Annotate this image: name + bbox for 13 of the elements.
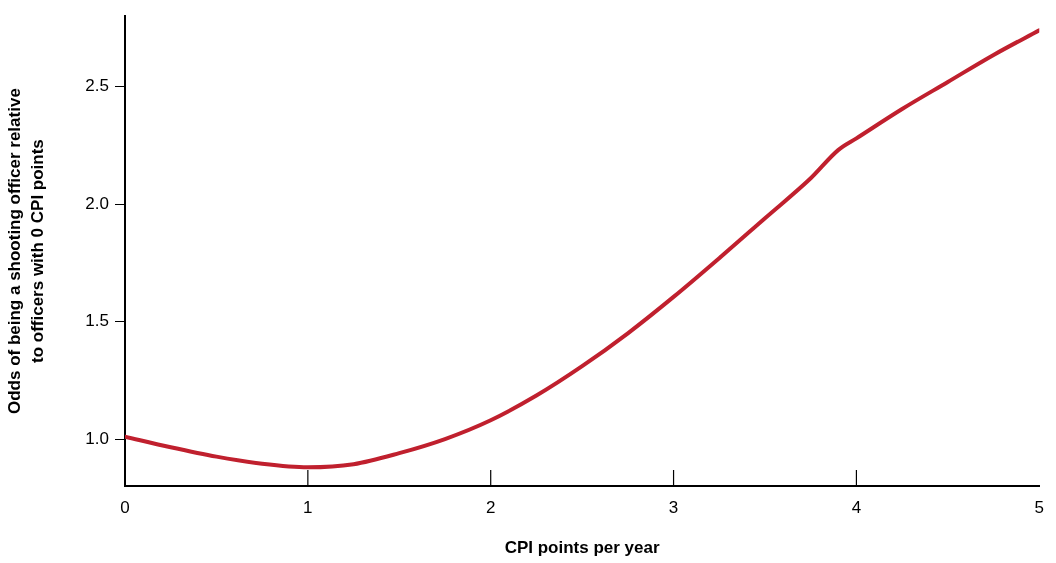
- x-tick-label: 2: [485, 497, 496, 517]
- line-series: [125, 28, 1040, 470]
- x-tick-label: 3: [668, 497, 679, 517]
- x-tick-label: 1: [303, 497, 313, 517]
- y-tick-label: 2.0: [85, 193, 109, 213]
- y-tick-label: 1.0: [85, 428, 109, 448]
- y-axis-title: Odds of being a shooting officer relative to officers with 0 CPI points: [5, 88, 48, 415]
- x-axis-title: CPI points per year: [504, 538, 660, 558]
- y-tick-label: 2.5: [85, 76, 109, 96]
- x-tick-label: 5: [1034, 497, 1045, 517]
- y-tick-label: 1.5: [85, 311, 109, 331]
- x-tick-label: 0: [120, 497, 130, 517]
- x-tick-label: 4: [851, 497, 862, 517]
